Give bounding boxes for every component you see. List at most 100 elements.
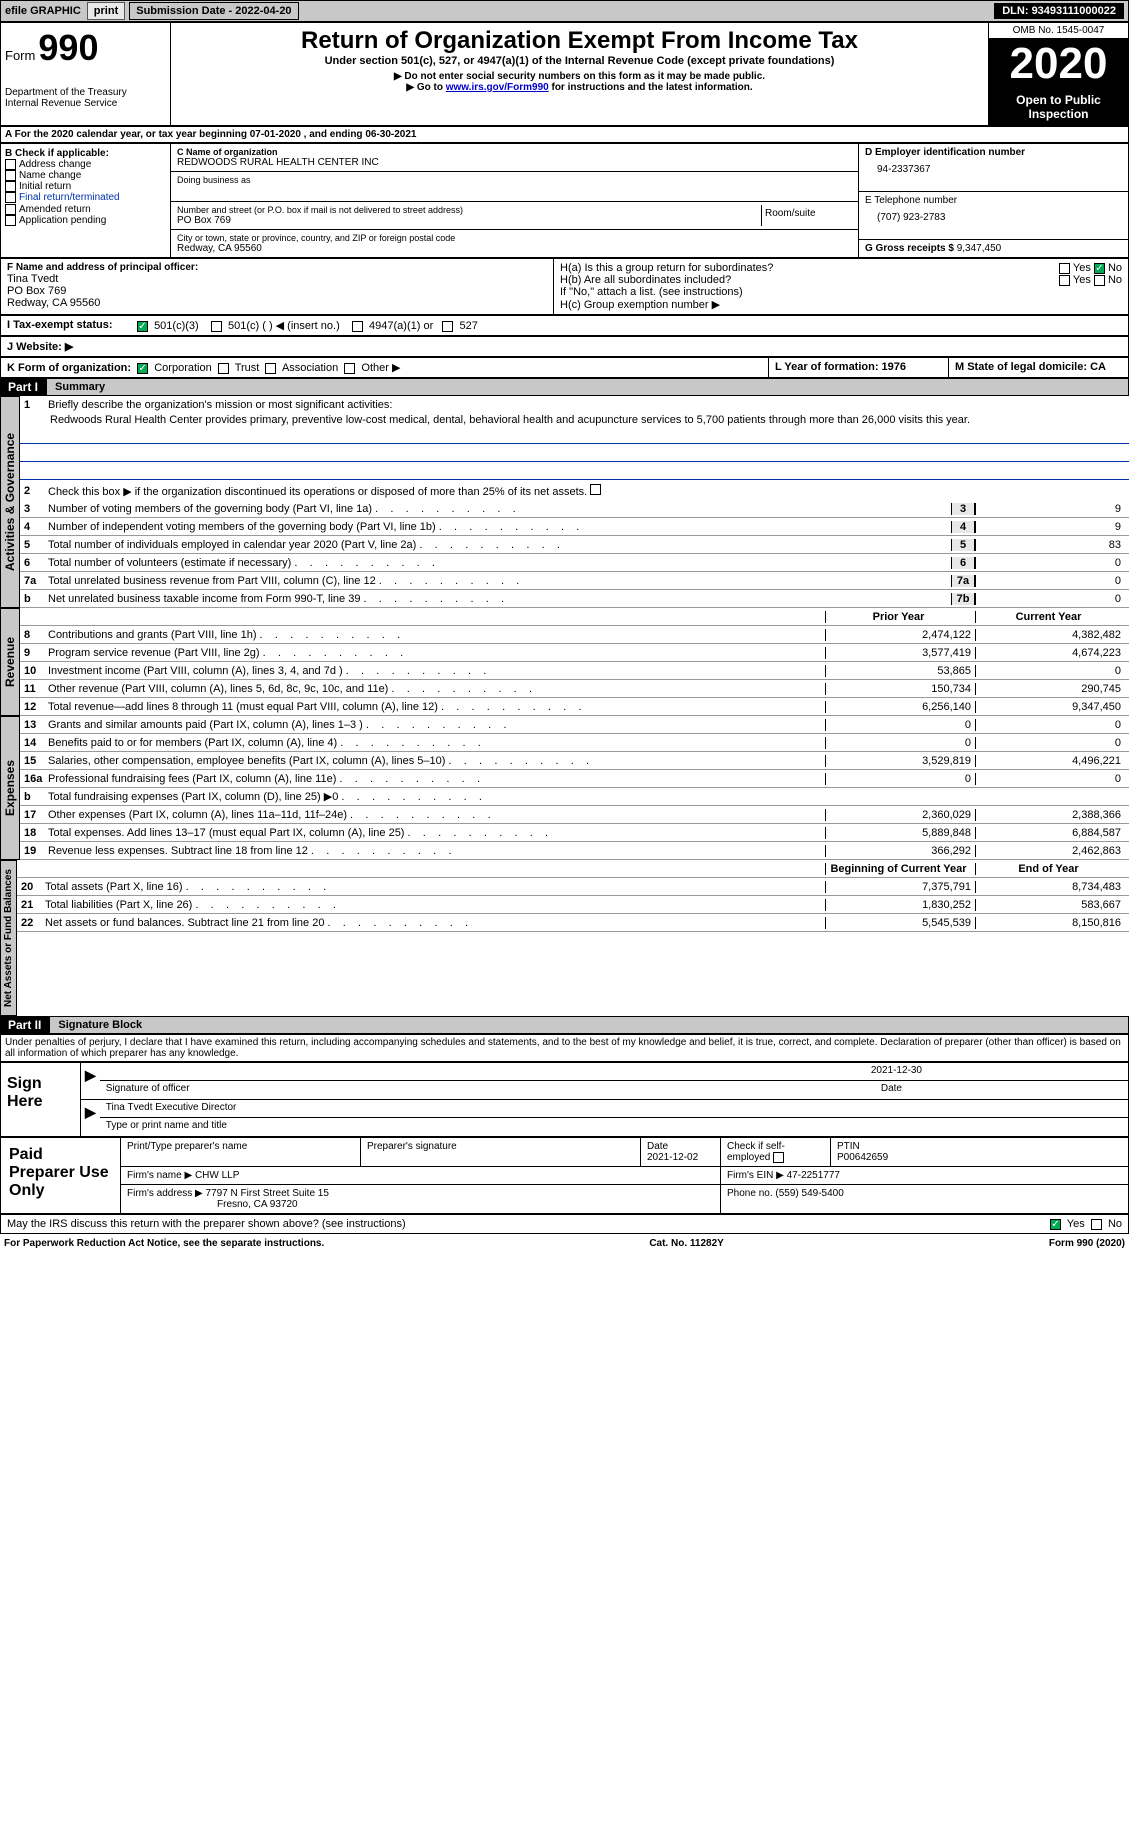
section-b: B Check if applicable: Address change Na… <box>1 144 171 257</box>
b-opt-5[interactable]: Application pending <box>5 215 166 226</box>
vert-expenses: Expenses <box>0 716 20 860</box>
discuss-row: May the IRS discuss this return with the… <box>0 1214 1129 1234</box>
line-15-text: Salaries, other compensation, employee b… <box>48 755 825 767</box>
b-opt-label-5: Application pending <box>19 215 106 226</box>
line-21-current: 583,667 <box>975 899 1125 911</box>
line-19-prior: 366,292 <box>825 845 975 857</box>
h-note: If "No," attach a list. (see instruction… <box>560 286 1122 298</box>
ha-yesno: Yes No <box>1059 262 1122 274</box>
hc-label: H(c) Group exemption number ▶ <box>560 298 1122 311</box>
footer-right: Form 990 (2020) <box>1049 1238 1125 1249</box>
line-16a-prior: 0 <box>825 773 975 785</box>
firm-ein: 47-2251777 <box>787 1170 840 1181</box>
print-button[interactable]: print <box>87 2 125 20</box>
note-ssn: ▶ Do not enter social security numbers o… <box>175 71 984 82</box>
officer-addr1: PO Box 769 <box>7 285 547 297</box>
sig-arrow-1: ▶ <box>81 1063 100 1099</box>
b-opt-4[interactable]: Amended return <box>5 204 166 215</box>
sig-date-value: 2021-12-30 <box>871 1065 922 1078</box>
b-opt-2[interactable]: Initial return <box>5 181 166 192</box>
officer-addr2: Redway, CA 95560 <box>7 297 547 309</box>
cb-other[interactable] <box>344 363 355 374</box>
firm-addr1: 7797 N First Street Suite 15 <box>206 1188 329 1199</box>
cb-discuss-yes[interactable] <box>1050 1219 1061 1230</box>
j-label: J Website: ▶ <box>1 337 79 356</box>
k-label: K Form of organization: <box>7 362 131 374</box>
line-7a-value: 0 <box>975 575 1125 587</box>
ptin-label: PTIN <box>837 1141 860 1152</box>
firm-name-label: Firm's name ▶ <box>127 1170 192 1181</box>
line-7b-box: 7b <box>951 593 975 605</box>
cb-trust[interactable] <box>218 363 229 374</box>
addr-value: PO Box 769 <box>177 215 761 226</box>
officer-name: Tina Tvedt <box>7 273 547 285</box>
b-opt-0[interactable]: Address change <box>5 159 166 170</box>
firm-phone: (559) 549-5400 <box>775 1188 843 1199</box>
city-value: Redway, CA 95560 <box>177 243 852 254</box>
prep-self-emp: Check if self-employed <box>721 1138 831 1166</box>
line-3-text: Number of voting members of the governin… <box>48 503 951 515</box>
line-5-text: Total number of individuals employed in … <box>48 539 951 551</box>
l1-label: Briefly describe the organization's miss… <box>48 399 1125 411</box>
line-6-text: Total number of volunteers (estimate if … <box>48 557 951 569</box>
l2-checkbox[interactable] <box>590 484 601 495</box>
row-a-tax-year: A For the 2020 calendar year, or tax yea… <box>0 126 1129 143</box>
firm-ein-label: Firm's EIN ▶ <box>727 1170 784 1181</box>
line-16a-text: Professional fundraising fees (Part IX, … <box>48 773 825 785</box>
paid-preparer-block: Paid Preparer Use Only Print/Type prepar… <box>0 1137 1129 1214</box>
line-13-current: 0 <box>975 719 1125 731</box>
part2-label: Part II <box>0 1016 49 1034</box>
b-opt-label-0: Address change <box>19 159 91 170</box>
line-7a-text: Total unrelated business revenue from Pa… <box>48 575 951 587</box>
penalties-text: Under penalties of perjury, I declare th… <box>0 1034 1129 1062</box>
b-opt-label-2: Initial return <box>19 181 71 192</box>
prep-c1: Print/Type preparer's name <box>121 1138 361 1166</box>
footer-mid: Cat. No. 11282Y <box>649 1238 723 1249</box>
cb-corp[interactable] <box>137 363 148 374</box>
opt-assoc: Association <box>282 362 338 374</box>
sub-label: Submission Date - <box>136 5 235 17</box>
prep-c2: Preparer's signature <box>361 1138 641 1166</box>
vert-net: Net Assets or Fund Balances <box>0 860 17 1016</box>
yes-label-2: Yes <box>1073 274 1091 286</box>
line-16a-current: 0 <box>975 773 1125 785</box>
line-9-current: 4,674,223 <box>975 647 1125 659</box>
line-17-text: Other expenses (Part IX, column (A), lin… <box>48 809 825 821</box>
city-label: City or town, state or province, country… <box>177 233 852 243</box>
sig-date-label: Date <box>881 1083 902 1097</box>
form-subtitle: Under section 501(c), 527, or 4947(a)(1)… <box>175 55 984 67</box>
firm-addr-label: Firm's address ▶ <box>127 1188 203 1199</box>
cb-527[interactable] <box>442 321 453 332</box>
type-name-label: Type or print name and title <box>100 1118 1128 1136</box>
cb-501c[interactable] <box>211 321 222 332</box>
b-label: B Check if applicable: <box>5 148 166 159</box>
irs-link[interactable]: www.irs.gov/Form990 <box>446 82 549 93</box>
vert-revenue: Revenue <box>0 608 20 716</box>
dln: DLN: 93493111000022 <box>994 3 1124 19</box>
line-14-text: Benefits paid to or for members (Part IX… <box>48 737 825 749</box>
line-9-prior: 3,577,419 <box>825 647 975 659</box>
line-3-value: 9 <box>975 503 1125 515</box>
line-13-text: Grants and similar amounts paid (Part IX… <box>48 719 825 731</box>
row-j-website: J Website: ▶ <box>0 336 1129 357</box>
line-20-current: 8,734,483 <box>975 881 1125 893</box>
dln-label: DLN: <box>1002 5 1031 17</box>
b-opt-1[interactable]: Name change <box>5 170 166 181</box>
cb-assoc[interactable] <box>265 363 276 374</box>
no-label-2: No <box>1108 274 1122 286</box>
discuss-yes: Yes <box>1067 1218 1085 1230</box>
section-deg: D Employer identification number 94-2337… <box>858 144 1128 257</box>
l-year: L Year of formation: 1976 <box>768 358 948 377</box>
line-19-current: 2,462,863 <box>975 845 1125 857</box>
prep-date-label: Date <box>647 1141 668 1152</box>
line-5-value: 83 <box>975 539 1125 551</box>
cb-4947[interactable] <box>352 321 363 332</box>
line-10-text: Investment income (Part VIII, column (A)… <box>48 665 825 677</box>
cb-501c3[interactable] <box>137 321 148 332</box>
b-opt-label-3: Final return/terminated <box>19 193 120 204</box>
cb-discuss-no[interactable] <box>1091 1219 1102 1230</box>
cb-self-emp[interactable] <box>773 1152 784 1163</box>
b-opt-3[interactable]: Final return/terminated <box>5 192 166 203</box>
goto-pre: ▶ Go to <box>406 82 445 93</box>
firm-name: CHW LLP <box>195 1170 239 1181</box>
